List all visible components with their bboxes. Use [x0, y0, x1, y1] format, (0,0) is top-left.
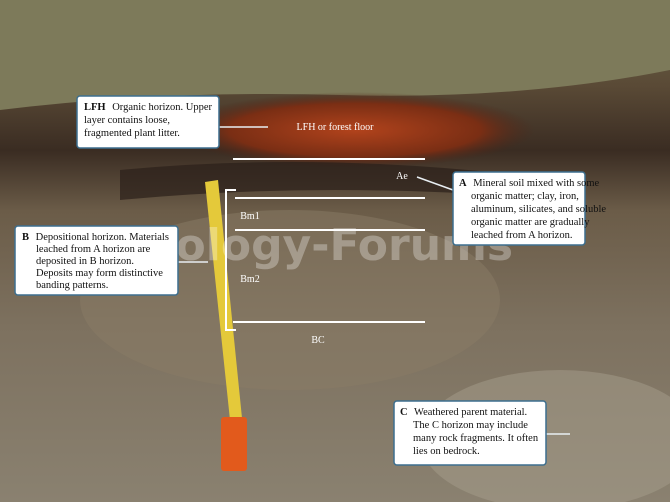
tape-case	[221, 417, 247, 471]
callout-line: Depositional horizon. Materials	[36, 232, 169, 243]
callout-line: leached from A horizon are	[36, 244, 151, 255]
callout-text: A Mineral soil mixed with some organic m…	[459, 178, 609, 241]
horizon-label: Bm2	[240, 274, 259, 285]
callout-line: Weathered parent material.	[414, 407, 527, 418]
callout-text: LFH Organic horizon. Upper layer contain…	[84, 102, 215, 139]
callout-line: Deposits may form distinctive	[36, 268, 163, 279]
horizon-label: BC	[311, 335, 325, 346]
callout-line: leached from A horizon.	[471, 230, 572, 241]
callout-line: organic matter; clay, iron,	[471, 191, 579, 202]
bracket	[225, 189, 236, 331]
callout-box	[393, 400, 547, 466]
callout-line: lies on bedrock.	[413, 446, 480, 457]
callout-box	[76, 95, 220, 149]
b-horizon	[80, 210, 500, 390]
callout-line: fragmented plant litter.	[84, 128, 180, 139]
callout-line: The C horizon may include	[413, 420, 528, 431]
horizon-label: Ae	[396, 171, 408, 182]
pointer	[416, 176, 454, 191]
callout-label: A	[459, 178, 467, 189]
callout-line: Organic horizon. Upper	[112, 102, 212, 113]
callout-line: many rock fragments. It often	[413, 433, 539, 444]
horizon-label: Bm1	[240, 211, 259, 222]
litter-surface	[0, 0, 670, 110]
callout-line: Mineral soil mixed with some	[473, 178, 599, 189]
callout-text: C Weathered parent material. The C horiz…	[400, 407, 541, 457]
callout-line: deposited in B horizon.	[36, 256, 134, 267]
callout-box	[452, 171, 586, 246]
callout-line: organic matter are gradually	[471, 217, 590, 228]
callout-box	[14, 225, 179, 296]
callout-line: banding patterns.	[36, 280, 108, 291]
tape-measure	[205, 180, 242, 420]
callout-text: B Depositional horizon. Materials leache…	[22, 232, 172, 291]
callout-line: layer contains loose,	[84, 115, 170, 126]
callout-label: B	[22, 232, 29, 243]
organic-layer	[175, 92, 535, 168]
horizon-label: LFH or forest floor	[297, 122, 375, 133]
callout-line: aluminum, silicates, and soluble	[471, 204, 606, 215]
callout-label: LFH	[84, 102, 106, 113]
callout-label: C	[400, 407, 408, 418]
